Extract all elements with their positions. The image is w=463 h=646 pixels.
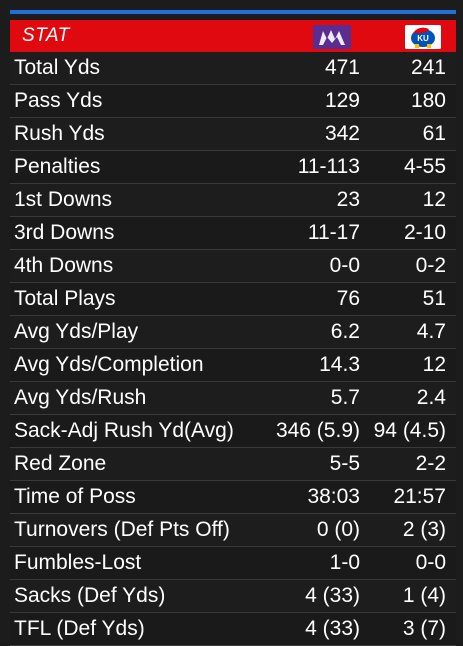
stat-label: Sack-Adj Rush Yd(Avg) — [14, 419, 234, 442]
kansas-value: 2-10 — [403, 221, 446, 244]
table-row: TFL (Def Yds) 4 (33) 3 (7) — [10, 613, 456, 646]
table-row: Total Plays 76 51 — [10, 283, 456, 316]
top-accent-rule — [10, 10, 456, 14]
kansas-value: 12 — [422, 188, 446, 211]
stat-label: Red Zone — [14, 452, 107, 475]
kansas-value: 4-55 — [403, 155, 446, 178]
table-row: Total Yds 471 241 — [10, 52, 456, 85]
kansas-value: 4.7 — [416, 320, 446, 343]
table-row: Fumbles-Lost 1-0 0-0 — [10, 547, 456, 580]
kstate-value: 4 (33) — [305, 584, 360, 607]
stat-label: Time of Poss — [14, 485, 136, 508]
kansas-value: 21:57 — [393, 485, 446, 508]
stat-column-header: STAT — [22, 25, 70, 46]
kstate-value: 23 — [336, 188, 360, 211]
kstate-value: 14.3 — [319, 353, 360, 376]
stat-label: Penalties — [14, 155, 101, 178]
stat-label: Avg Yds/Rush — [14, 386, 147, 409]
kansas-value: 2-2 — [415, 452, 446, 475]
kansas-value: 180 — [410, 89, 446, 112]
kansas-value: 2.4 — [416, 386, 446, 409]
table-row: Time of Poss 38:03 21:57 — [10, 481, 456, 514]
stat-label: TFL (Def Yds) — [14, 617, 145, 640]
kansas-value: 2 (3) — [402, 518, 446, 541]
kansas-value: 12 — [422, 353, 446, 376]
table-row: Avg Yds/Play 6.2 4.7 — [10, 316, 456, 349]
stat-label: 1st Downs — [14, 188, 113, 211]
kstate-value: 129 — [324, 89, 360, 112]
table-row: Sack-Adj Rush Yd(Avg) 346 (5.9) 94 (4.5) — [10, 415, 456, 448]
kstate-value: 76 — [336, 287, 360, 310]
table-row: 4th Downs 0-0 0-2 — [10, 250, 456, 283]
kansas-value: 1 (4) — [402, 584, 446, 607]
kstate-value: 11-17 — [307, 221, 360, 244]
kstate-value: 5-5 — [329, 452, 360, 475]
kstate-value: 346 (5.9) — [275, 419, 360, 442]
table-row: Sacks (Def Yds) 4 (33) 1 (4) — [10, 580, 456, 613]
table-row: Pass Yds 129 180 — [10, 85, 456, 118]
stat-label: Fumbles-Lost — [14, 551, 142, 574]
kansas-value: 51 — [422, 287, 446, 310]
kansas-value: 0-0 — [415, 551, 446, 574]
svg-text:KU: KU — [417, 34, 429, 43]
stat-label: Total Yds — [14, 56, 100, 79]
stat-label: Total Plays — [14, 287, 116, 310]
kstate-value: 5.7 — [330, 386, 360, 409]
stat-label: 3rd Downs — [14, 221, 115, 244]
team-stats-table: STAT KU Total Yds 471 241 Pas — [10, 20, 456, 646]
stat-label: Pass Yds — [14, 89, 103, 112]
kansas-value: 3 (7) — [402, 617, 446, 640]
stat-label: Sacks (Def Yds) — [14, 584, 166, 607]
table-row: Avg Yds/Completion 14.3 12 — [10, 349, 456, 382]
stat-label: Avg Yds/Completion — [14, 353, 204, 376]
stat-label: 4th Downs — [14, 254, 114, 277]
table-row: Turnovers (Def Pts Off) 0 (0) 2 (3) — [10, 514, 456, 547]
stat-label: Turnovers (Def Pts Off) — [14, 518, 230, 541]
kstate-value: 11-113 — [297, 155, 360, 178]
kansas-value: 94 (4.5) — [373, 419, 446, 442]
kstate-value: 0-0 — [329, 254, 360, 277]
kstate-value: 342 — [324, 122, 360, 145]
table-row: 3rd Downs 11-17 2-10 — [10, 217, 456, 250]
table-row: Rush Yds 342 61 — [10, 118, 456, 151]
kstate-wildcat-logo-icon — [313, 25, 351, 49]
table-row: Avg Yds/Rush 5.7 2.4 — [10, 382, 456, 415]
kstate-value: 471 — [324, 56, 360, 79]
kansas-value: 241 — [410, 56, 446, 79]
stat-rows: Total Yds 471 241 Pass Yds 129 180 Rush Yds 342… — [10, 52, 456, 646]
kstate-value: 0 (0) — [316, 518, 360, 541]
table-row: Red Zone 5-5 2-2 — [10, 448, 456, 481]
kansas-value: 61 — [422, 122, 446, 145]
kstate-value: 6.2 — [330, 320, 360, 343]
table-row: 1st Downs 23 12 — [10, 184, 456, 217]
kstate-value: 4 (33) — [305, 617, 360, 640]
kstate-value: 38:03 — [307, 485, 360, 508]
stat-label: Avg Yds/Play — [14, 320, 139, 343]
kstate-value: 1-0 — [329, 551, 360, 574]
table-header: STAT KU — [10, 20, 456, 52]
kansas-jayhawk-logo-icon: KU — [405, 25, 441, 49]
table-row: Penalties 11-113 4-55 — [10, 151, 456, 184]
stat-label: Rush Yds — [14, 122, 105, 145]
kansas-value: 0-2 — [415, 254, 446, 277]
